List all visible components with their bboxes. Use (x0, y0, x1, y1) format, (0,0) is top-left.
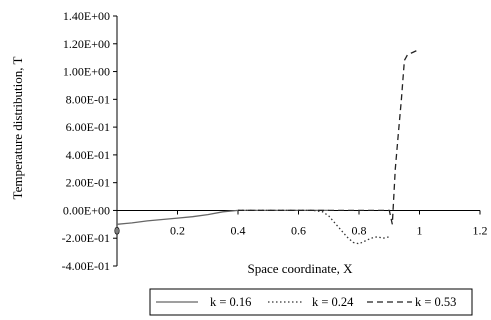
y-tick-label: 4.00E-01 (66, 148, 110, 162)
y-tick-label: -2.00E-01 (62, 231, 110, 245)
series-line-3 (238, 48, 420, 225)
y-tick-label: -4.00E-01 (62, 259, 110, 273)
x-tick-label: 0.2 (170, 223, 185, 237)
y-tick-label: 1.20E+00 (63, 37, 110, 51)
y-tick-label: 2.00E-01 (66, 176, 110, 190)
x-tick-label: 1.2 (473, 223, 488, 237)
legend-label-3: k = 0.53 (415, 295, 456, 309)
x-tick-label: 0.4 (231, 223, 246, 237)
legend-box (149, 288, 473, 316)
series-line-1 (116, 209, 329, 225)
series-line-2 (238, 209, 390, 245)
y-axis-title: Temperature distribution, T (10, 56, 25, 199)
x-tick-label: 0.6 (291, 223, 306, 237)
legend-label-2: k = 0.24 (312, 295, 354, 309)
y-tick-label: 8.00E-01 (66, 92, 110, 106)
x-axis-ticks: 00.20.40.60.811.2 (114, 210, 488, 237)
y-tick-label: 1.40E+00 (63, 9, 110, 23)
x-axis-title: Space coordinate, X (247, 261, 353, 276)
legend-label-1: k = 0.16 (210, 295, 251, 309)
y-tick-label: 0.00E+00 (63, 203, 110, 217)
y-axis-ticks: 1.40E+00 1.20E+00 1.00E+00 8.00E-01 6.00E-01… (62, 9, 117, 273)
y-tick-label: 6.00E-01 (66, 120, 110, 134)
series-layer (116, 48, 420, 245)
legend: k = 0.16 k = 0.24 k = 0.53 (149, 288, 473, 316)
x-tick-label: 1 (417, 223, 423, 237)
y-tick-label: 1.00E+00 (63, 65, 110, 79)
x-tick-label: 0.8 (352, 223, 367, 237)
